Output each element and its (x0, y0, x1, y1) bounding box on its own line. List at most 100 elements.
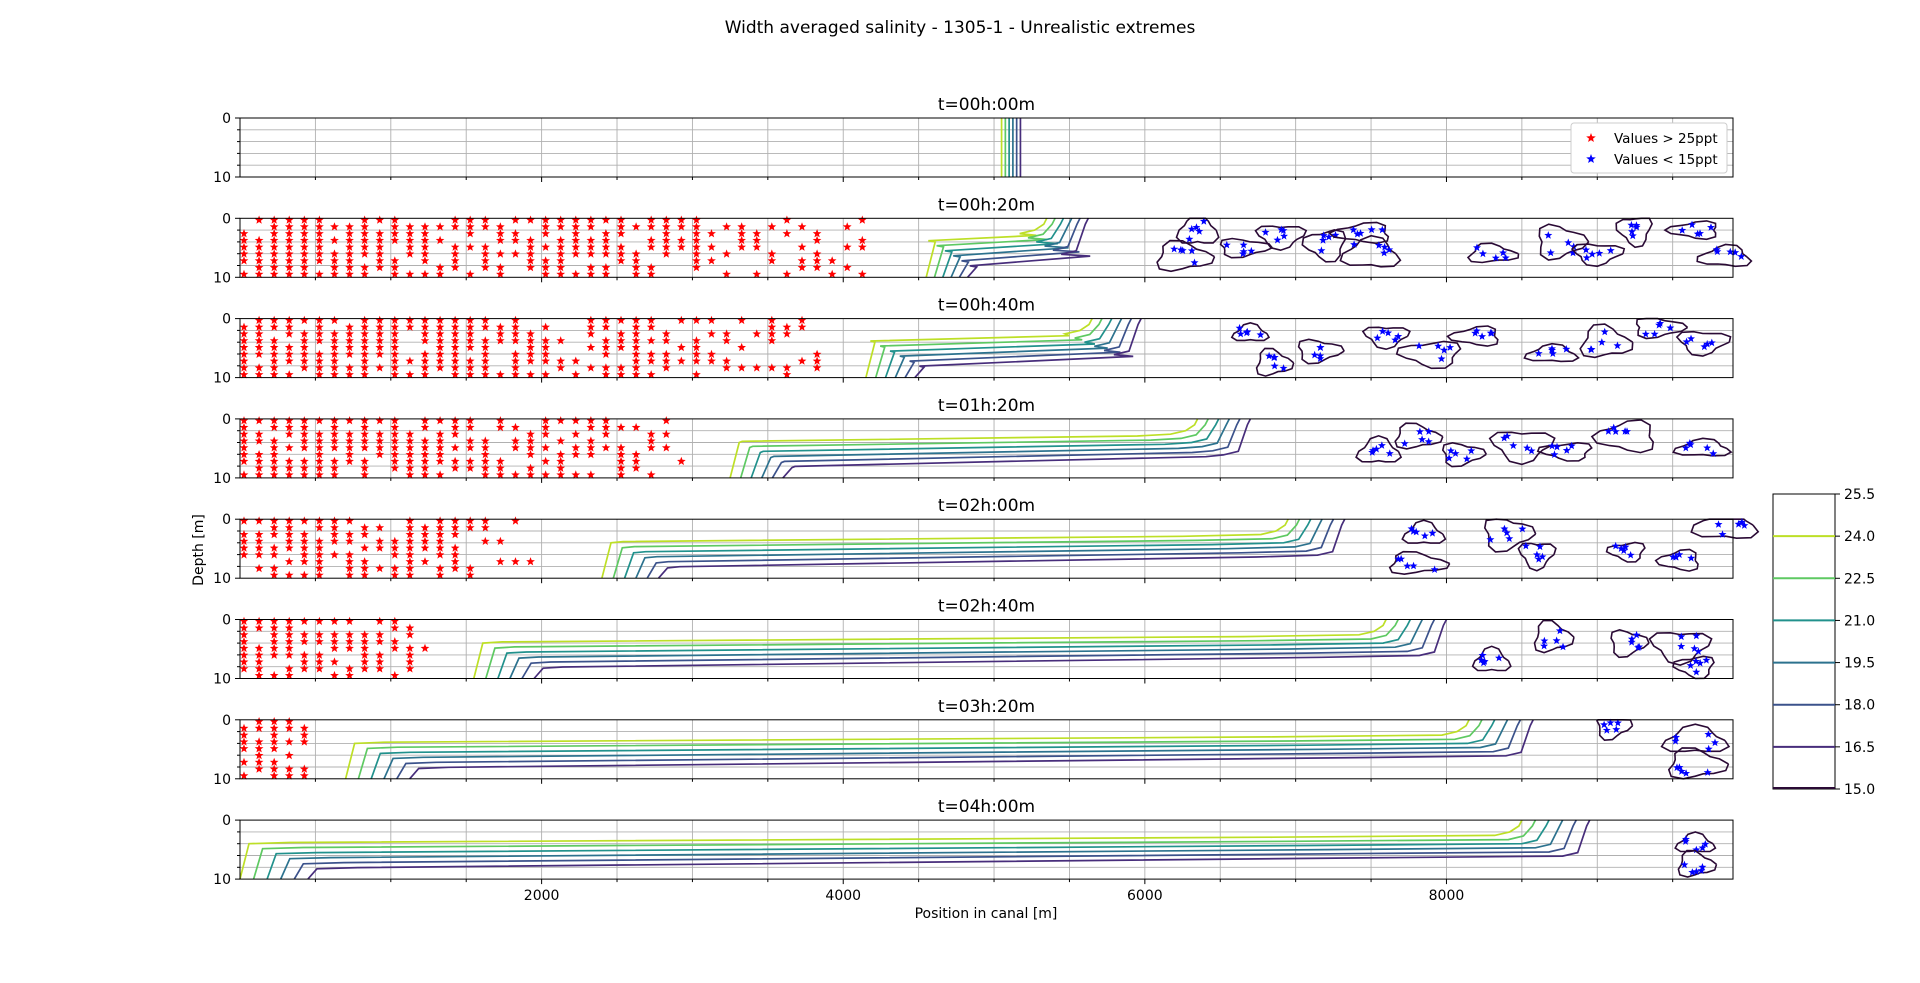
low-salinity-marker (1621, 542, 1630, 551)
high-salinity-marker (480, 349, 490, 358)
salinity-isoline (357, 719, 1483, 780)
high-salinity-marker (284, 750, 294, 760)
high-salinity-marker (435, 315, 445, 325)
high-salinity-marker (405, 450, 415, 459)
high-salinity-marker (254, 470, 264, 479)
low-salinity-contour (1663, 220, 1717, 241)
low-salinity-marker (1548, 441, 1556, 450)
high-salinity-marker (375, 523, 385, 532)
high-salinity-marker (420, 256, 430, 265)
low-salinity-marker (1192, 223, 1201, 231)
high-salinity-marker (465, 269, 475, 279)
high-salinity-marker (299, 436, 309, 445)
low-salinity-contour (1690, 518, 1760, 540)
salinity-isoline (612, 518, 1301, 579)
high-salinity-marker (375, 329, 385, 338)
high-salinity-marker (511, 249, 520, 258)
low-salinity-marker (1247, 246, 1256, 255)
high-salinity-marker (526, 370, 535, 379)
high-salinity-marker (239, 550, 249, 559)
high-salinity-marker (450, 342, 460, 352)
high-salinity-marker (405, 370, 415, 379)
high-salinity-marker (330, 456, 339, 466)
high-salinity-marker (269, 356, 279, 365)
high-salinity-marker (586, 329, 596, 338)
low-salinity-marker (1527, 446, 1536, 455)
high-salinity-marker (405, 664, 415, 673)
low-salinity-contour (1538, 223, 1590, 261)
low-salinity-marker (1385, 449, 1394, 457)
low-salinity-marker (1319, 231, 1328, 239)
low-salinity-marker (1655, 320, 1664, 329)
high-salinity-marker (239, 429, 249, 438)
high-salinity-marker (601, 349, 611, 358)
high-salinity-marker (269, 771, 279, 780)
high-salinity-marker (526, 329, 535, 338)
high-salinity-marker (631, 342, 641, 352)
high-salinity-marker (496, 269, 505, 279)
high-salinity-marker (812, 229, 822, 238)
y-tick-label: 10 (213, 772, 231, 788)
salinity-isoline (884, 318, 1113, 378)
high-salinity-marker (631, 329, 641, 338)
high-salinity-marker (405, 463, 415, 472)
high-salinity-marker (315, 630, 324, 639)
low-salinity-marker (1672, 733, 1680, 741)
low-salinity-marker (1687, 554, 1696, 562)
high-salinity-marker (375, 322, 385, 331)
high-salinity-marker (420, 463, 430, 472)
high-salinity-marker (496, 229, 505, 238)
high-salinity-marker (345, 563, 354, 573)
high-salinity-marker (571, 249, 581, 258)
high-salinity-marker (465, 229, 475, 238)
high-salinity-marker (752, 269, 762, 279)
high-salinity-marker (299, 664, 309, 673)
high-salinity-marker (315, 336, 324, 345)
low-salinity-marker (1256, 330, 1265, 339)
salinity-isoline (750, 418, 1220, 479)
low-salinity-marker (1544, 231, 1553, 239)
high-salinity-marker (405, 550, 415, 559)
high-salinity-marker (390, 342, 400, 352)
high-salinity-marker (435, 329, 445, 338)
high-salinity-marker (450, 543, 460, 552)
high-salinity-marker (661, 443, 671, 452)
high-salinity-marker (496, 249, 505, 258)
high-salinity-marker (254, 322, 264, 331)
high-salinity-marker (692, 215, 701, 224)
low-salinity-marker (1559, 642, 1567, 651)
high-salinity-marker (692, 336, 701, 345)
high-salinity-marker (254, 342, 264, 352)
high-salinity-marker (315, 463, 324, 472)
high-salinity-marker (511, 356, 520, 365)
high-salinity-marker (405, 229, 415, 238)
high-salinity-marker (284, 370, 294, 379)
low-salinity-marker (1412, 527, 1421, 536)
high-salinity-marker (375, 664, 385, 673)
high-salinity-marker (254, 643, 264, 653)
high-salinity-marker (330, 356, 339, 365)
low-salinity-contour (1394, 422, 1444, 450)
legend: Values > 25ppt Values < 15ppt (1570, 122, 1728, 174)
low-salinity-marker (1740, 521, 1749, 529)
panel-title: t=01h:20m (938, 396, 1035, 416)
high-salinity-marker (526, 463, 535, 472)
high-salinity-marker (586, 263, 596, 272)
high-salinity-marker (450, 242, 460, 251)
high-salinity-marker (782, 322, 792, 331)
panel-frame (239, 217, 1734, 278)
high-salinity-marker (556, 263, 566, 272)
high-salinity-marker (360, 363, 369, 372)
low-salinity-contour (1339, 234, 1402, 268)
high-salinity-marker (345, 256, 354, 265)
high-salinity-marker (496, 329, 505, 338)
high-salinity-marker (435, 363, 445, 372)
high-salinity-marker (239, 269, 249, 279)
high-salinity-marker (299, 235, 309, 245)
high-salinity-marker (782, 329, 792, 338)
high-salinity-marker (556, 336, 566, 345)
high-salinity-marker (465, 370, 475, 379)
high-salinity-marker (330, 416, 339, 425)
high-salinity-marker (601, 422, 611, 432)
low-salinity-contour (1401, 519, 1447, 544)
